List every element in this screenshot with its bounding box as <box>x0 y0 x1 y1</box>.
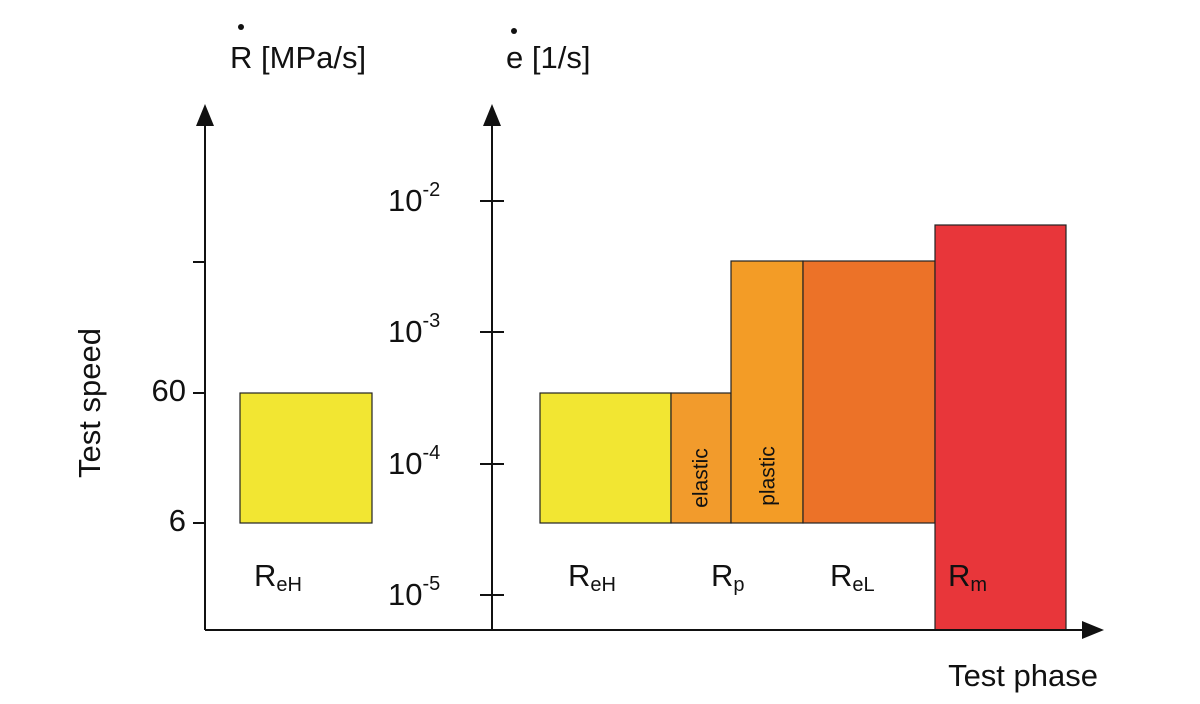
arrow <box>1082 621 1104 639</box>
arrow <box>196 104 214 126</box>
right-axis-title: e [1/s] <box>506 40 590 75</box>
base: 10 <box>388 577 422 612</box>
block-elastic <box>670 392 732 524</box>
subscript: p <box>733 574 744 596</box>
y-label: Test speed <box>72 328 107 478</box>
subscript: eH <box>276 574 302 596</box>
block-reh <box>539 392 672 524</box>
arrow <box>483 104 501 126</box>
subscript: eH <box>590 574 616 596</box>
x-label: Test phase <box>948 658 1098 693</box>
symbol: R <box>948 558 970 593</box>
right-ticks <box>480 200 504 596</box>
subscript: eL <box>852 574 874 596</box>
unit: [MPa/s] <box>261 40 366 75</box>
phase-label: ReL <box>830 558 875 596</box>
left-ticks <box>193 261 205 524</box>
tick-label: 10-4 <box>388 442 440 481</box>
exp: -2 <box>422 179 440 201</box>
subscript: m <box>970 574 987 596</box>
symbol: R <box>711 558 733 593</box>
symbol: e <box>506 40 523 75</box>
phase-label: ReH <box>568 558 616 596</box>
blocks <box>239 224 1067 631</box>
tick-label: 60 <box>152 373 186 408</box>
symbol: R <box>830 558 852 593</box>
phase-label: Rp <box>711 558 745 596</box>
phase-label: Rm <box>948 558 987 596</box>
symbol: R <box>254 558 276 593</box>
symbol: R <box>230 40 252 75</box>
exp: -3 <box>422 310 440 332</box>
dot <box>511 28 517 34</box>
base: 10 <box>388 446 422 481</box>
base: 10 <box>388 183 422 218</box>
block-rm <box>934 224 1067 631</box>
phase-label: ReH <box>254 558 302 596</box>
tick-label: 6 <box>169 503 186 538</box>
axes <box>193 104 1104 639</box>
unit: [1/s] <box>532 40 591 75</box>
stage-label: plastic <box>757 446 780 506</box>
base: 10 <box>388 314 422 349</box>
block-rel <box>802 260 936 524</box>
stage-label: elastic <box>690 448 713 508</box>
symbol: R <box>568 558 590 593</box>
exp: -4 <box>422 442 440 464</box>
tick-label: 10-5 <box>388 573 440 612</box>
left-axis-title: R [MPa/s] <box>230 40 366 75</box>
phase-labels: ReH ReH Rp ReL Rm <box>254 558 987 596</box>
tick-label: 10-2 <box>388 179 440 218</box>
right-tick-labels: 10-2 10-3 10-4 10-5 <box>388 179 440 612</box>
exp: -5 <box>422 573 440 595</box>
block-plastic <box>730 260 804 524</box>
dot <box>238 24 244 30</box>
block-reh-left <box>239 392 373 524</box>
tick-label: 10-3 <box>388 310 440 349</box>
